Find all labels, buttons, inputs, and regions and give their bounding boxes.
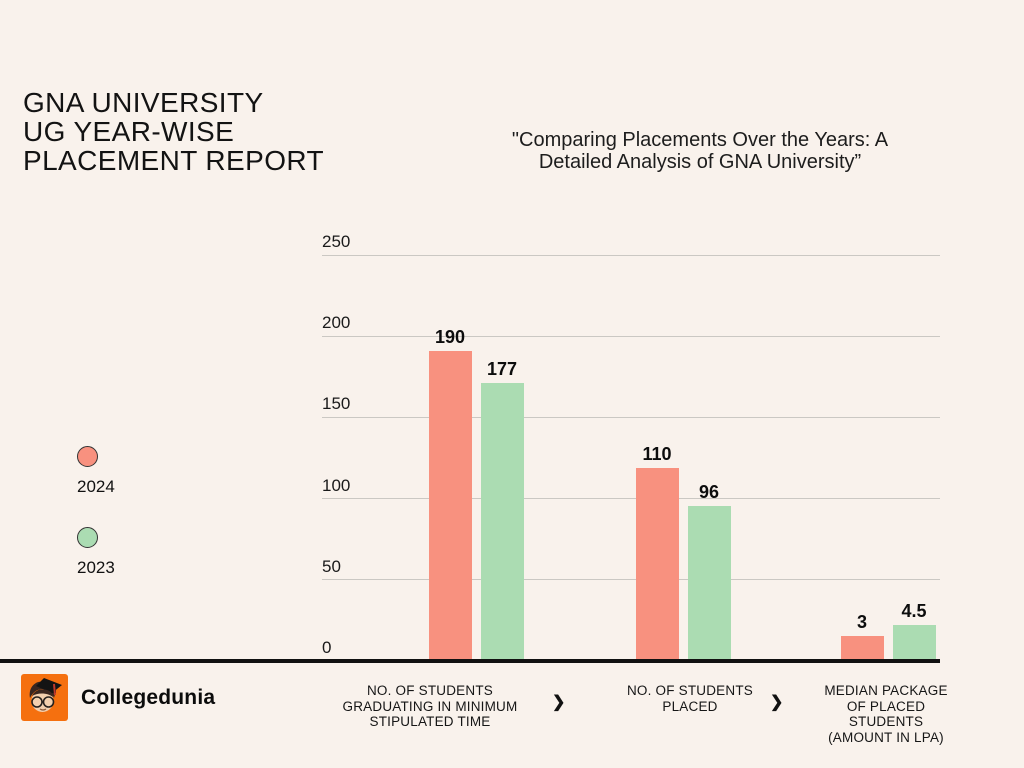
category-label-line: STIPULATED TIME xyxy=(369,714,491,729)
y-gridline xyxy=(322,335,940,337)
chevron-right-icon: ❯ xyxy=(552,694,566,711)
legend-item-2024: 2024 xyxy=(77,446,115,497)
category-label-line: NO. OF STUDENTS xyxy=(366,683,493,698)
y-gridline xyxy=(322,579,940,581)
bar-value-2023: 96 xyxy=(698,482,720,502)
category-label-line: STUDENTS xyxy=(848,714,924,729)
bar-2024 xyxy=(840,636,884,661)
bar-2023 xyxy=(892,625,936,661)
y-tick-label: 200 xyxy=(322,313,351,333)
bar-2023 xyxy=(687,506,731,661)
y-tick-label: 100 xyxy=(322,475,351,495)
y-tick-label: 150 xyxy=(322,394,351,414)
bar-value-2024: 190 xyxy=(434,327,466,347)
legend-swatch-2023-icon xyxy=(77,527,98,548)
bar-value-2024: 3 xyxy=(856,612,867,632)
category-label-line: OF PLACED xyxy=(846,698,926,714)
collegedunia-logo-icon xyxy=(21,674,68,721)
legend-swatch-2024-icon xyxy=(77,446,98,467)
chevron-right-icon: ❯ xyxy=(770,694,784,711)
bar-2024 xyxy=(635,468,679,661)
page-subtitle-line: Detailed Analysis of GNA University” xyxy=(538,151,862,173)
page-title-line: PLACEMENT REPORT xyxy=(23,145,324,176)
chart-legend: 2024 2023 xyxy=(77,446,115,608)
category-label-line: MEDIAN PACKAGE xyxy=(824,683,948,698)
bar-value-2023: 177 xyxy=(486,359,518,379)
category-label-line: PLACED xyxy=(662,698,718,714)
bar-value-2024: 110 xyxy=(642,444,672,464)
y-gridline xyxy=(322,254,940,256)
y-tick-label: 250 xyxy=(322,232,351,251)
legend-label-2023: 2023 xyxy=(77,558,115,577)
page-title-line: GNA UNIVERSITY xyxy=(23,87,264,118)
category-label: NO. OF STUDENTS GRADUATING IN MINIMUM STIP… xyxy=(315,683,545,730)
x-axis-line xyxy=(0,659,940,663)
bar-2024 xyxy=(428,351,472,661)
y-gridline xyxy=(322,498,940,500)
category-label-line: NO. OF STUDENTS xyxy=(626,683,753,698)
y-tick-label: 50 xyxy=(322,556,341,576)
bar-value-2023: 4.5 xyxy=(901,601,927,621)
brand-wordmark: Collegedunia xyxy=(81,686,216,709)
page-subtitle-line: "Comparing Placements Over the Years: A xyxy=(511,129,889,151)
page-title: GNA UNIVERSITY UG YEAR-WISE PLACEMENT RE… xyxy=(23,88,324,175)
bar-2023 xyxy=(480,383,524,661)
y-gridline xyxy=(322,416,940,418)
legend-item-2023: 2023 xyxy=(77,527,115,578)
category-label-line: (AMOUNT IN LPA) xyxy=(828,729,944,745)
category-label: NO. OF STUDENTS PLACED xyxy=(600,683,780,714)
category-label-line: GRADUATING IN MINIMUM xyxy=(342,698,518,714)
legend-label-2024: 2024 xyxy=(77,477,115,496)
y-tick-label: 0 xyxy=(322,638,332,657)
page-subtitle: "Comparing Placements Over the Years: A … xyxy=(450,129,950,173)
category-label: MEDIAN PACKAGE OF PLACED STUDENTS (AMOUNT I… xyxy=(801,683,971,745)
page-title-line: UG YEAR-WISE xyxy=(23,116,235,147)
